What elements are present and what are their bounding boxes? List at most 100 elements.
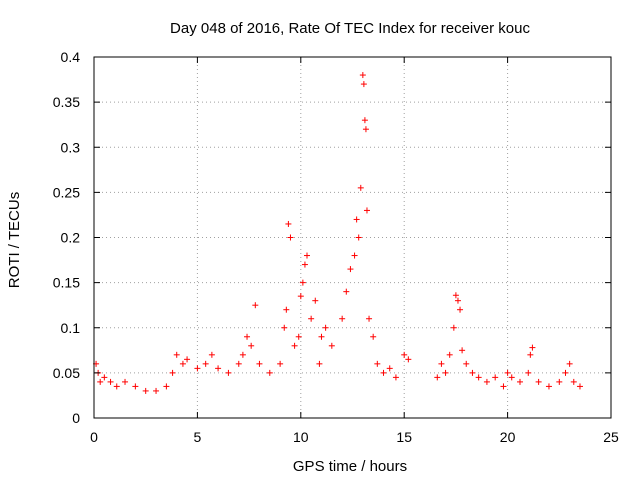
data-point [355,234,362,241]
data-point [252,302,259,309]
data-point [545,383,552,390]
data-point [434,374,441,381]
grid [94,57,611,418]
data-point [256,360,263,367]
data-point [291,342,298,349]
data-point [351,252,358,259]
plot-frame [93,56,612,419]
data-point [318,333,325,340]
data-point [463,360,470,367]
data-point [353,216,360,223]
data-point [450,324,457,331]
data-point [101,374,108,381]
data-point [454,297,461,304]
data-point [281,324,288,331]
x-tick-label: 20 [500,429,516,445]
data-point [469,369,476,376]
data-point [483,378,490,385]
data-point [297,293,304,300]
data-point [457,306,464,313]
y-tick-label: 0.35 [53,94,80,110]
data-point [301,261,308,268]
data-point [215,365,222,372]
data-point [525,369,532,376]
data-point [500,383,507,390]
data-point [169,369,176,376]
data-point [562,369,569,376]
data-point [266,369,273,376]
data-point [392,374,399,381]
data-point [362,126,369,133]
data-point [343,288,350,295]
data-point [446,351,453,358]
data-point [357,184,364,191]
x-tick-label: 5 [194,429,202,445]
y-axis-label: ROTI / TECUs [6,192,23,288]
data-point [363,207,370,214]
data-point [347,266,354,273]
data-point [239,351,246,358]
data-point [285,220,292,227]
data-point [287,234,294,241]
data-point [339,315,346,322]
y-tick-label: 0.25 [53,184,80,200]
data-point [153,387,160,394]
data-point [374,360,381,367]
data-point [194,365,201,372]
data-point [163,383,170,390]
data-point [492,374,499,381]
data-point [244,333,251,340]
data-point [107,378,114,385]
data-point [570,378,577,385]
axis-ticks: 0 5 10 15 20 25 0 0.05 0.1 0.15 0.2 0.25 0.3 0.35 0.4 [53,49,619,445]
x-tick-label: 25 [603,429,619,445]
data-point [508,374,515,381]
y-tick-label: 0.05 [53,365,80,381]
chart-title: Day 048 of 2016, Rate Of TEC Index for r… [170,20,530,37]
data-point [366,315,373,322]
data-point [97,378,104,385]
data-point [361,117,368,124]
data-point [328,342,335,349]
data-point [277,360,284,367]
data-point [225,369,232,376]
y-tick-label: 0.2 [61,230,81,246]
data-point [299,279,306,286]
data-point [312,297,319,304]
data-point [386,365,393,372]
data-point [283,306,290,313]
data-points [93,72,583,394]
y-tick-label: 0.3 [61,139,81,155]
data-point [529,344,536,351]
data-point [576,383,583,390]
x-axis-label: GPS time / hours [293,458,407,475]
y-tick-label: 0.1 [61,320,81,336]
data-point [359,72,366,79]
data-point [202,360,209,367]
data-point [113,383,120,390]
data-point [235,360,242,367]
data-point [304,252,311,259]
data-point [380,369,387,376]
data-point [566,360,573,367]
data-point [401,351,408,358]
x-tick-label: 10 [293,429,309,445]
data-point [517,378,524,385]
data-point [405,356,412,363]
data-point [179,360,186,367]
data-point [475,374,482,381]
data-point [322,324,329,331]
data-point [360,81,367,88]
data-point [173,351,180,358]
data-point [556,378,563,385]
data-point [442,369,449,376]
data-point [459,347,466,354]
data-point [132,383,139,390]
y-tick-label: 0.4 [61,49,81,65]
data-point [308,315,315,322]
y-tick-label: 0 [72,410,80,426]
data-point [452,292,459,299]
data-point [527,351,534,358]
data-point [248,342,255,349]
